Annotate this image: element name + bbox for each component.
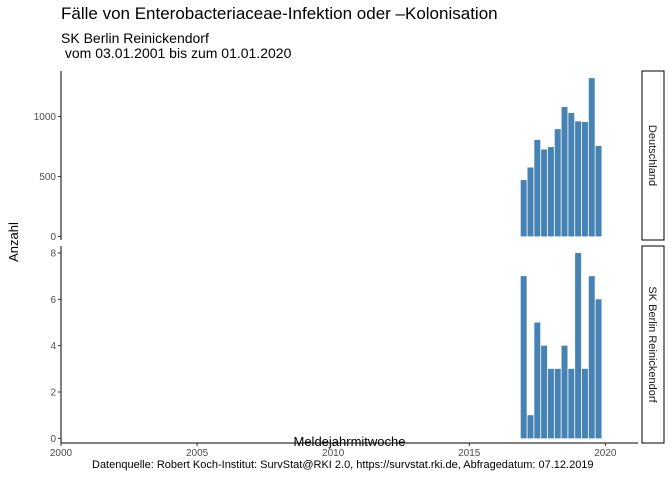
x-axis-title: Meldejahrmitwoche [294,434,406,449]
bar [568,112,575,237]
bar [520,276,527,439]
y-tick-label: 8 [50,248,56,259]
bar [581,121,588,237]
bar [588,276,595,439]
x-tick-label: 2020 [594,448,617,459]
x-tick-label: 2000 [50,448,73,459]
y-tick-label: 0 [50,434,56,445]
bar [527,167,534,237]
y-tick-label: 4 [50,341,56,352]
bar [575,121,582,237]
bar [595,299,602,439]
bar [541,149,548,237]
bar [547,368,554,439]
bar [575,252,582,439]
bar [534,322,541,439]
bar [581,368,588,439]
bar [561,345,568,439]
data-source-caption: Datenquelle: Robert Koch-Institut: SurvS… [92,459,594,471]
x-tick-label: 2015 [458,448,481,459]
bar [527,415,534,439]
y-tick-label: 6 [50,295,56,306]
y-axis-title: Anzahl [6,222,21,262]
chart-title: Fälle von Enterobacteriaceae-Infektion o… [61,4,498,23]
bar [595,145,602,237]
facet-strip-label: Deutschland [646,125,658,186]
bar [547,147,554,237]
bar [554,129,561,237]
facet-strip-label: SK Berlin Reinickendorf [646,286,658,403]
y-tick-label: 500 [39,172,56,183]
bar [561,106,568,237]
x-tick-label: 2010 [322,448,345,459]
y-tick-label: 1000 [34,112,57,123]
y-tick-label: 0 [50,232,56,243]
bar [534,139,541,237]
y-tick-label: 2 [50,388,56,399]
facet-strip [641,245,665,444]
bar [588,78,595,237]
bar [541,345,548,439]
facet-strip [641,70,665,241]
bar [520,180,527,237]
chart-subtitle: SK Berlin Reinickendorf [61,30,209,46]
bar [554,368,561,439]
x-tick-label: 2005 [186,448,209,459]
bar [568,368,575,439]
chart-subtitle-date-range: vom 03.01.2001 bis zum 01.01.2020 [61,45,292,61]
